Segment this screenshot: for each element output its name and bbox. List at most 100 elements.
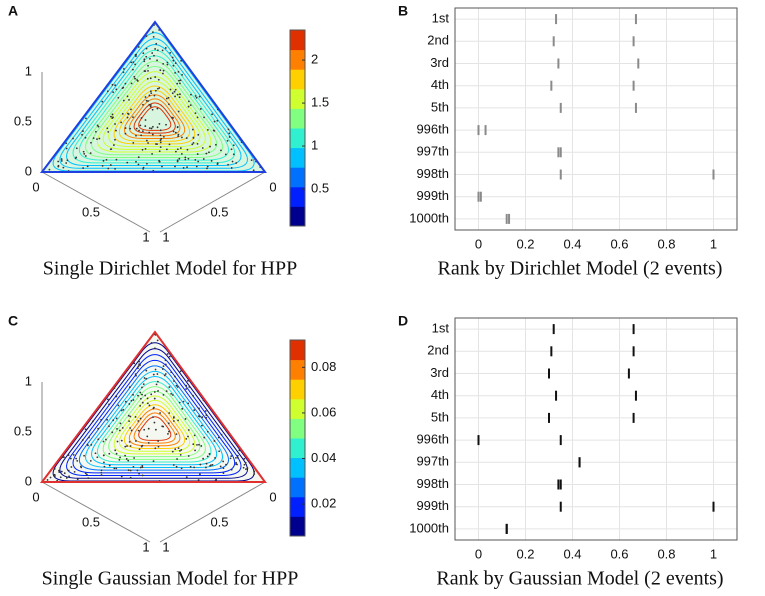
sample-dot: [135, 440, 137, 442]
sample-dot: [154, 428, 157, 431]
tick-label: 0.5: [14, 113, 32, 128]
sample-dot: [219, 465, 222, 468]
sample-dot: [180, 449, 183, 451]
panel-title: Rank by Gaussian Model (2 events): [436, 568, 723, 590]
sample-dot: [180, 467, 183, 470]
sample-dot: [194, 112, 197, 115]
sample-dot: [134, 55, 137, 58]
event-tick: [557, 479, 560, 490]
colorbar-cell: [290, 206, 305, 227]
sample-dot: [97, 125, 100, 128]
y-tick-label: 1st: [432, 11, 450, 26]
sample-dot: [222, 460, 225, 463]
sample-dot: [230, 167, 233, 169]
sample-dot: [187, 105, 190, 108]
y-tick-label: 999th: [416, 188, 449, 203]
sample-dot: [162, 62, 165, 65]
contour: [78, 365, 229, 471]
sample-dot: [143, 377, 146, 379]
sample-dot: [184, 158, 187, 161]
sample-dot: [46, 479, 49, 481]
axes-frame: [454, 7, 738, 231]
sample-dot: [145, 99, 148, 102]
sample-dot: [129, 415, 132, 418]
sample-dot: [210, 159, 213, 162]
sample-dot: [236, 463, 238, 466]
sample-dot: [231, 160, 234, 163]
sample-dot: [149, 57, 151, 60]
sample-dot: [152, 36, 155, 38]
sample-dot: [220, 149, 222, 152]
sample-dot: [182, 167, 185, 169]
sample-dot: [166, 353, 169, 355]
panel-title: Single Gaussian Model for HPP: [42, 568, 299, 590]
sample-dot: [253, 470, 256, 473]
sample-dot: [177, 135, 179, 138]
sample-dot: [176, 386, 179, 388]
contour: [128, 98, 181, 137]
tick-label: 0.5: [210, 204, 228, 219]
event-tick: [552, 36, 555, 47]
sample-dot: [182, 400, 185, 403]
sample-dot: [174, 71, 177, 74]
sample-dot: [168, 103, 170, 106]
sample-dot: [114, 395, 117, 398]
event-tick: [477, 435, 480, 446]
tick-label: 0: [32, 179, 39, 194]
sample-dot: [177, 110, 180, 113]
sample-dot: [115, 452, 118, 455]
sample-dot: [159, 134, 162, 137]
sample-dot: [149, 105, 152, 108]
x-tick-label: 1: [710, 236, 717, 251]
sample-dot: [142, 383, 145, 386]
sample-dot: [142, 166, 145, 169]
sample-dot: [86, 443, 89, 446]
colorbar-cell: [290, 398, 305, 419]
sample-dot: [151, 133, 154, 136]
sample-dot: [175, 384, 178, 387]
sample-dot: [186, 148, 189, 151]
event-tick: [484, 125, 487, 136]
sample-dot: [177, 447, 180, 450]
sample-dot: [179, 147, 182, 149]
sample-dot: [188, 386, 191, 388]
sample-dot: [172, 130, 175, 133]
sample-dot: [146, 402, 149, 405]
sample-dot: [165, 148, 168, 151]
sample-dot: [205, 462, 208, 465]
sample-dot: [172, 64, 175, 67]
sample-dot: [81, 439, 84, 441]
sample-dot: [232, 144, 235, 147]
sample-dot: [131, 68, 134, 71]
contour: [85, 370, 223, 468]
sample-dot: [114, 138, 116, 141]
sample-dot: [100, 469, 103, 472]
sample-dot: [148, 103, 151, 106]
sample-dot: [181, 74, 183, 76]
sample-dot: [229, 457, 232, 460]
sample-dot: [137, 365, 140, 368]
sample-dot: [197, 133, 200, 136]
sample-dot: [203, 436, 206, 439]
sample-dot: [150, 341, 153, 344]
sample-dot: [187, 435, 189, 438]
contour: [102, 386, 206, 460]
axis: [41, 171, 151, 233]
sample-dot: [244, 461, 247, 464]
colorbar-frame: [289, 339, 306, 537]
sample-dot: [206, 129, 209, 131]
sample-dot: [139, 404, 142, 407]
sample-dot: [184, 156, 187, 159]
panel-label: D: [398, 313, 408, 329]
event-tick: [508, 213, 511, 224]
contour: [85, 60, 223, 158]
sample-dot: [141, 386, 143, 389]
sample-dot: [242, 466, 245, 469]
sample-dot: [198, 407, 200, 410]
sample-dot: [206, 430, 209, 433]
sample-dot: [139, 397, 142, 400]
x-tick-label: 0.6: [610, 546, 628, 561]
contour: [52, 342, 255, 482]
sample-dot: [145, 35, 148, 38]
